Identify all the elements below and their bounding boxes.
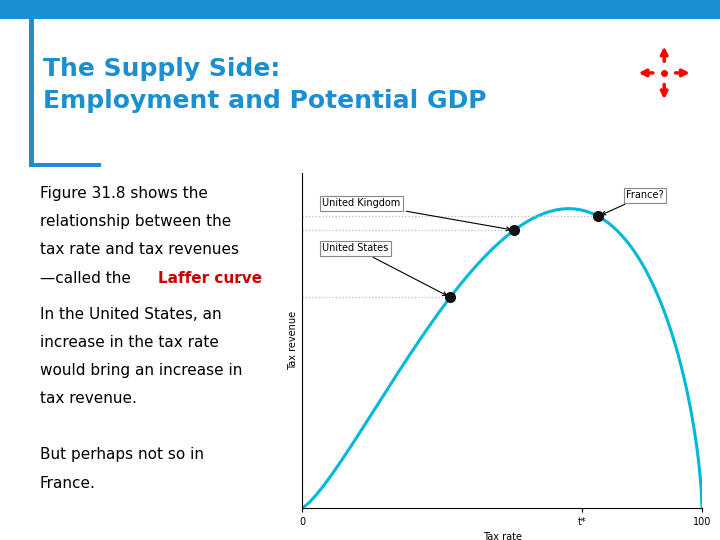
Text: France.: France.	[40, 476, 96, 490]
Text: Employment and Potential GDP: Employment and Potential GDP	[43, 89, 487, 113]
Text: tax rate and tax revenues: tax rate and tax revenues	[40, 242, 238, 258]
Text: But perhaps not so in: But perhaps not so in	[40, 448, 204, 462]
Text: Laffer curve: Laffer curve	[158, 271, 263, 286]
Text: France?: France?	[602, 191, 664, 215]
X-axis label: Tax rate: Tax rate	[482, 532, 522, 540]
Y-axis label: Tax revenue: Tax revenue	[288, 310, 298, 370]
Text: The Supply Side:: The Supply Side:	[43, 57, 281, 80]
Text: tax revenue.: tax revenue.	[40, 392, 137, 406]
Text: would bring an increase in: would bring an increase in	[40, 363, 242, 378]
Text: United Kingdom: United Kingdom	[323, 198, 510, 231]
Text: relationship between the: relationship between the	[40, 214, 231, 230]
Text: Figure 31.8 shows the: Figure 31.8 shows the	[40, 186, 207, 201]
Text: .: .	[236, 271, 241, 286]
Text: increase in the tax rate: increase in the tax rate	[40, 335, 218, 350]
Text: —called the: —called the	[40, 271, 135, 286]
Text: In the United States, an: In the United States, an	[40, 307, 221, 322]
Text: United States: United States	[323, 243, 446, 295]
